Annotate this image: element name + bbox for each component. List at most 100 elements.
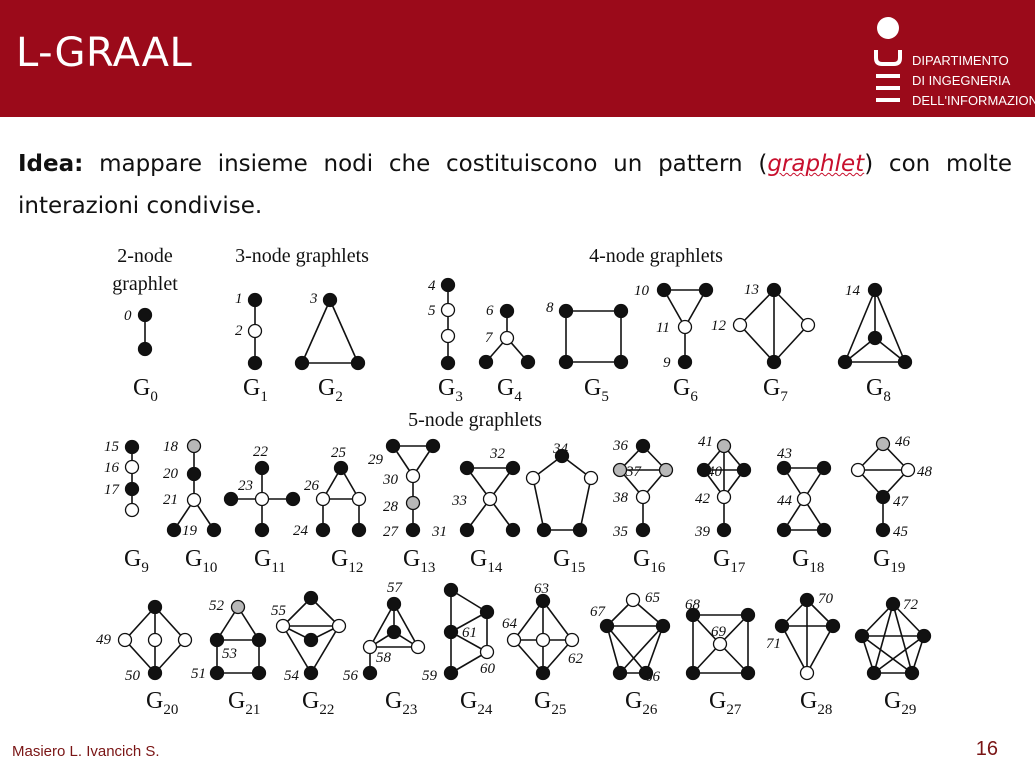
orbit-label: 21	[163, 492, 178, 508]
orbit-label: 29	[368, 452, 384, 468]
g26-node	[612, 665, 628, 681]
orbit-label: 67	[590, 604, 607, 620]
logo-line-1: DIPARTIMENTO	[912, 53, 1009, 68]
g17-node	[716, 489, 732, 505]
section-label-5node: 5-node graphlets	[408, 409, 542, 431]
section-label-2node: 2-node	[117, 245, 173, 267]
g15-edge	[532, 477, 545, 531]
orbit-label: 59	[422, 668, 438, 684]
orbit-label: 69	[711, 624, 727, 640]
g12-node	[333, 460, 349, 476]
g7-edge	[739, 324, 775, 363]
g29-edge	[861, 603, 894, 637]
label-g23: G23	[385, 688, 417, 718]
g20-edge	[154, 639, 186, 674]
orbit-label: 4	[428, 278, 436, 294]
g7-edge	[773, 289, 809, 326]
g4-node	[499, 330, 515, 346]
orbit-label: 28	[383, 499, 399, 515]
g7-node	[800, 317, 816, 333]
orbit-label: 32	[489, 446, 506, 462]
label-g18: G18	[792, 546, 824, 576]
orbit-label: 65	[645, 590, 661, 606]
orbit-label: 24	[293, 523, 309, 539]
g29-node	[866, 665, 882, 681]
label-g26: G26	[625, 688, 658, 718]
g0-node	[137, 341, 153, 357]
logo-line-2: DI INGEGNERIA	[912, 73, 1011, 88]
orbit-label: 71	[766, 636, 781, 652]
g18-node	[816, 460, 832, 476]
g3-node	[440, 302, 456, 318]
g16-node	[612, 462, 628, 478]
department-name: DIPARTIMENTO DI INGEGNERIA DELL'INFORMAZ…	[912, 51, 1035, 111]
g3-node	[440, 355, 456, 371]
g10-node	[186, 466, 202, 482]
orbit-label: 18	[163, 439, 179, 455]
label-g25: G25	[534, 688, 566, 718]
g11-node	[254, 522, 270, 538]
g13-node	[405, 495, 421, 511]
g10-node	[186, 438, 202, 454]
orbit-label: 16	[104, 460, 120, 476]
footer-authors: Masiero L. Ivancich S.	[12, 743, 160, 760]
g19-node	[900, 462, 916, 478]
section-label-3node: 3-node graphlets	[235, 245, 369, 267]
slide-header: L-GRAAL DIPARTIMENTO DI INGEGNERIA DELL'…	[0, 0, 1035, 117]
g25-node	[506, 632, 522, 648]
g19-node	[875, 522, 891, 538]
g2-node	[322, 292, 338, 308]
g21-node	[251, 665, 267, 681]
label-g15: G15	[553, 546, 585, 576]
orbit-label: 49	[96, 632, 112, 648]
g16-node	[635, 489, 651, 505]
orbit-label: 56	[343, 668, 359, 684]
g9-node	[124, 439, 140, 455]
g25-edge	[542, 600, 573, 641]
g22-node	[303, 590, 319, 606]
orbit-label: 22	[253, 444, 269, 460]
g26-edge	[606, 625, 647, 674]
orbit-label: 9	[663, 355, 671, 371]
g28-node	[774, 618, 790, 634]
label-g19: G19	[873, 546, 905, 576]
orbit-label: 33	[451, 493, 467, 509]
g22-edge	[310, 625, 340, 674]
g20-edge	[124, 606, 156, 641]
idea-label: Idea:	[18, 151, 84, 177]
g8-edge	[874, 289, 906, 363]
g1-node	[247, 323, 263, 339]
section-label-4node: 4-node graphlets	[589, 245, 723, 267]
g29-edge	[892, 603, 925, 637]
g17-node	[716, 522, 732, 538]
orbit-label: 44	[777, 493, 793, 509]
orbit-label: 43	[777, 446, 792, 462]
g14-node	[459, 522, 475, 538]
g26-node	[638, 665, 654, 681]
g27-node	[740, 607, 756, 623]
graphlet-term: graphlet	[767, 151, 865, 177]
g7-node	[766, 282, 782, 298]
section-label-2node-b: graphlet	[112, 273, 178, 295]
label-g16: G16	[633, 546, 666, 576]
label-g6: G6	[673, 375, 698, 405]
g7-node	[732, 317, 748, 333]
orbit-label: 14	[845, 283, 861, 299]
g23-edge	[369, 603, 395, 648]
g15-node	[583, 470, 599, 486]
department-logo: DIPARTIMENTO DI INGEGNERIA DELL'INFORMAZ…	[870, 14, 1035, 114]
g14-node	[459, 460, 475, 476]
orbit-label: 12	[711, 318, 727, 334]
g14-node	[482, 491, 498, 507]
g13-node	[425, 438, 441, 454]
idea-paragraph: Idea: mappare insieme nodi che costituis…	[18, 143, 1012, 227]
g24-node	[443, 665, 459, 681]
g28-edge	[781, 625, 808, 674]
page-number: 16	[975, 738, 998, 760]
label-g28: G28	[800, 688, 832, 718]
g18-node	[796, 491, 812, 507]
g20-node	[147, 665, 163, 681]
label-g9: G9	[124, 546, 149, 576]
g20-node	[147, 632, 163, 648]
